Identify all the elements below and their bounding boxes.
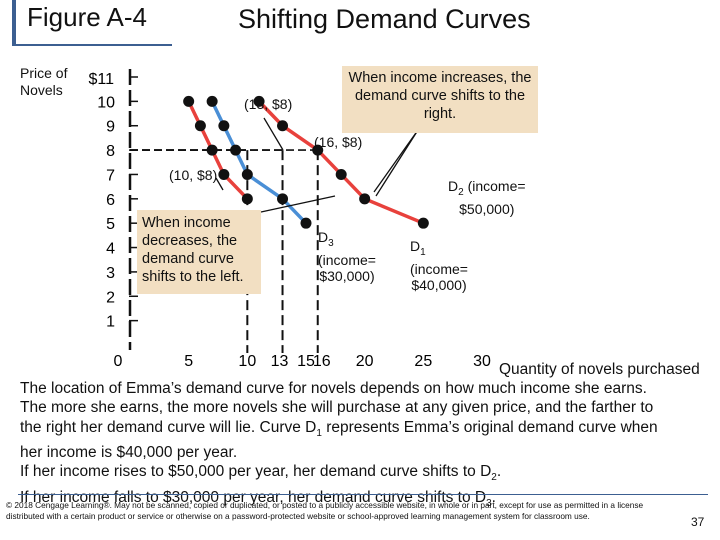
curve-label-d2: D2 (income= $50,000) [448,178,526,217]
point-label-13-8: (13, $8) [244,96,293,112]
point-d3-8-7 [218,168,230,180]
x-tick-label: 20 [356,353,374,370]
y-tick-label: 3 [106,265,115,282]
x-tick-label: 15 [297,353,315,370]
demand-curve-d2 [257,100,425,225]
description-line5-sub: 2 [491,472,497,484]
point-label-16-8: (16, $8) [314,134,363,150]
curve-label-d2-sub: 2 [458,186,464,198]
page-number: 37 [691,515,705,529]
point-d1-13-6 [277,193,289,205]
point-d2-16-8 [312,144,324,156]
y-tick-label: 9 [106,119,115,136]
curve-label-d1-name: D [410,238,421,254]
description-text: The location of Emma’s demand curve for … [20,379,658,513]
description-line6b: . [491,488,496,506]
pointer-right-callout-2 [375,129,419,197]
callout-left-line1: When income [142,215,231,231]
y-tick-label: 7 [106,167,115,184]
description-line3b: represents Emma’s original demand curve … [321,418,658,436]
curve-label-d3: D3 (income= $30,000) [318,229,376,284]
description-line6-sub: 3 [486,497,492,509]
curve-label-d1-line2: $40,000) [411,276,467,293]
point-d1-7-10 [206,95,218,107]
curve-label-d2-line1: (income= [467,178,526,194]
point-d1-10-7 [241,168,253,180]
curve-label-d2-name: D [448,178,459,194]
y-tick-label: 2 [106,289,115,306]
point-d1-9-8 [230,144,242,156]
y-tick-label: 1 [106,314,115,331]
point-d3-6-9 [194,120,206,132]
curve-label-d2-line2: $50,000) [459,200,515,217]
x-tick-label: 5 [184,353,193,370]
description-line2: The more she earns, the more novels she … [20,399,654,417]
y-tick-label: 5 [106,216,115,233]
callout-left-line4: shifts to the left. [142,269,244,285]
title-accent-bar [12,0,16,46]
x-tick-label: 10 [238,353,256,370]
description-line3-sub: 1 [316,427,322,439]
point-d1-15-5 [300,217,312,229]
point-d1-8-9 [218,120,230,132]
curve-label-d1: D1 (income= $40,000) [410,238,468,293]
y-tick-label: $11 [88,71,114,88]
curve-label-d1-sub: 1 [420,246,426,258]
description-line5a: If her income rises to $50,000 per year,… [20,463,492,481]
callout-income-increase: When income increases, the demand curve … [342,66,538,133]
curve-label-d3-name: D [318,229,329,245]
point-d2-18-7 [335,168,347,180]
point-d2-11-10 [253,95,265,107]
y-tick-label: 10 [97,94,115,111]
y-axis-label-line2: Novels [20,82,63,98]
pointer-label-13-8 [263,117,284,151]
curve-label-d3-line2: $30,000) [319,267,375,284]
copyright-notice: © 2018 Cengage Learning®. May not be sca… [6,500,644,521]
x-tick-label: 25 [414,353,432,370]
point-d2-20-6 [359,193,371,205]
x-tick-label: 0 [114,353,123,370]
description-line3a: the right her demand curve will lie. Cur… [20,418,317,436]
description-line4: her income is $40,000 per year. [20,443,238,461]
x-axis-label: Quantity of novels purchased [499,361,700,378]
point-d2-13-9 [277,120,289,132]
footer-divider [18,494,708,495]
point-d2-25-5 [417,217,429,229]
x-tick-label: 16 [313,353,331,370]
y-tick-label: 8 [106,143,115,160]
description-line1: The location of Emma’s demand curve for … [20,380,647,397]
pointer-left-callout [260,195,336,213]
curve-label-d3-sub: 3 [328,237,334,249]
point-d3-5-10 [183,95,195,107]
x-tick-label: 30 [473,353,491,370]
figure-label: Figure A-4 [27,2,147,32]
pointer-label-10-8 [215,177,224,191]
title-accent-line [12,44,172,46]
curve-label-d3-line1: (income= [318,251,376,268]
y-tick-label: 4 [106,241,115,258]
y-tick-label: 6 [106,192,115,209]
curve-label-d1-line1: (income= [410,260,468,277]
y-axis-label-line1: Price of [20,65,68,81]
x-tick-label: 13 [271,353,289,370]
page-title: Shifting Demand Curves [238,4,531,34]
description-line6a: If her income falls to $30,000 per year,… [20,488,487,506]
callout-right-text: When income increases, the demand curve … [348,70,532,122]
point-label-10-8: (10, $8) [169,167,218,183]
y-axis-label: Price of Novels [20,65,67,99]
callout-left-line3: demand curve [142,251,234,267]
callout-left-line2: decreases, the [142,233,238,249]
point-d3-10-6 [241,193,253,205]
callout-income-decrease: When income decreases, the demand curve … [137,210,261,294]
description-line5b: . [496,463,502,481]
point-d3-7-8 [206,144,218,156]
